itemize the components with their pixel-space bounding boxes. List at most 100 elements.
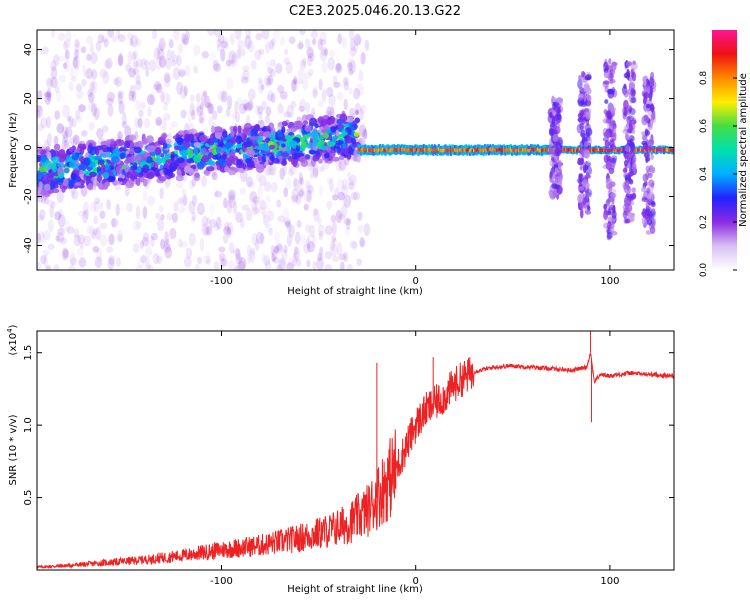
spectrogram-cell: [357, 224, 364, 233]
spectrogram-cell: [321, 61, 328, 74]
spectrogram-cell: [337, 124, 345, 129]
spectrogram-cell: [305, 102, 311, 114]
spectrogram-cell: [222, 130, 228, 138]
spectrogram-cell: [545, 148, 548, 152]
spectrogram-cell: [148, 59, 157, 72]
spectrogram-cell: [97, 159, 105, 165]
spectrogram-cell: [323, 132, 329, 139]
spectrogram-cell: [328, 94, 336, 107]
spectrogram-cell: [343, 217, 352, 225]
spectrogram-cell: [399, 148, 402, 152]
spectrogram-cell: [214, 130, 222, 139]
spectrogram-cell: [311, 130, 319, 138]
spectrogram-cell: [528, 148, 531, 153]
spectrogram-cell: [604, 99, 609, 104]
spectrogram-cell: [145, 135, 155, 144]
spectrogram-cell: [581, 178, 588, 188]
spectrogram-cell: [312, 261, 317, 270]
spectrogram-cell: [396, 147, 400, 151]
spectrogram-cell: [163, 167, 169, 176]
spectrogram-cell: [74, 181, 82, 186]
spectrogram-cell: [102, 171, 110, 179]
spectrogram-cell: [134, 117, 140, 129]
spectrogram-cell: [224, 142, 234, 148]
spectrogram-cell: [254, 49, 262, 61]
spectrogram-cell: [284, 48, 289, 55]
spectrogram-cell: [584, 85, 591, 93]
spectrogram-cell: [231, 52, 239, 67]
spectrogram-cell: [349, 59, 356, 74]
spectrogram-cell: [254, 238, 260, 251]
spectrogram-cell: [373, 148, 376, 152]
spectrogram-cell: [127, 32, 134, 40]
spectrogram-cell: [379, 147, 382, 151]
spectrogram-cell: [146, 156, 153, 164]
spectrogram-cell: [126, 202, 133, 213]
spectrogram-cell: [57, 227, 65, 236]
spectrogram-cell: [89, 171, 97, 178]
spectrogram-cell: [42, 230, 51, 241]
spectrogram-cell: [403, 147, 406, 152]
spectrogram-cell: [352, 120, 359, 125]
spectrogram-cell: [213, 261, 220, 270]
spectrogram-cell: [321, 89, 327, 102]
spectrogram-cell: [603, 131, 611, 138]
spectrogram-cell: [96, 173, 103, 183]
spectrogram-cell: [611, 210, 617, 219]
snr-panel: -100 0 100 0.5 1.0 1.5 Height of straight li…: [6, 324, 675, 595]
spectrogram-cell: [344, 227, 351, 237]
spectrogram-cell: [91, 228, 99, 236]
spectrogram-cell: [343, 76, 349, 85]
spectrogram-cell: [649, 138, 655, 146]
spectrogram-cell: [306, 143, 312, 149]
spectrogram-cell: [178, 43, 183, 55]
spectrogram-cell: [199, 110, 204, 124]
spectrogram-cell: [628, 150, 635, 159]
spectrogram-cell: [262, 214, 271, 229]
spectrogram-cell: [288, 168, 294, 177]
spectrogram-cell: [153, 80, 162, 91]
spectrogram-cell: [338, 213, 346, 220]
spectrogram-cell: [141, 139, 148, 145]
spectrogram-cell: [135, 264, 144, 270]
spectrogram-cell: [257, 184, 263, 199]
spectrogram-cell: [288, 257, 295, 268]
spectrogram-cell: [298, 189, 305, 197]
spectrogram-cell: [193, 142, 201, 148]
spectrogram-cell: [40, 154, 47, 163]
spectrogram-cell: [307, 241, 315, 253]
spectrogram-cell: [645, 230, 652, 235]
spectrogram-cell: [135, 38, 142, 47]
spectrogram-cell: [185, 247, 193, 259]
spectrogram-cell: [586, 94, 590, 102]
spectrogram-cell: [665, 147, 668, 152]
spectrogram-cell: [118, 233, 123, 243]
spectrogram-cell: [255, 104, 261, 116]
spectrogram-cell: [298, 105, 305, 112]
spectrogram-cell: [667, 148, 670, 152]
spectrogram-cell: [140, 254, 147, 264]
spectrogram-cell: [46, 151, 52, 160]
spectrogram-cell: [335, 209, 343, 224]
spectrogram-cell: [237, 143, 242, 149]
spectrogram-cell: [199, 237, 205, 252]
spectrogram-cell: [538, 148, 541, 153]
spectrogram-cell: [99, 222, 108, 230]
spectrogram-cell: [206, 166, 215, 172]
spectrogram-cell: [82, 201, 90, 215]
spectrogram-cell: [554, 167, 559, 173]
spectrogram-cell: [275, 63, 283, 74]
spectrogram-cell: [124, 62, 132, 72]
spectrogram-cell: [250, 135, 259, 141]
spectrogram-cell: [319, 246, 324, 260]
spectrogram-cell: [213, 30, 221, 37]
spectrogram-cell: [307, 52, 315, 62]
spectrogram-cell: [163, 92, 170, 106]
spectrogram-cell: [293, 177, 298, 187]
spectrogram-cell: [116, 165, 123, 175]
spectrogram-cell: [50, 66, 58, 80]
spectrogram-cell: [371, 147, 374, 152]
spectrogram-cell: [293, 245, 299, 255]
spectrogram-cell: [288, 140, 298, 147]
spectrogram-cell: [631, 71, 637, 82]
